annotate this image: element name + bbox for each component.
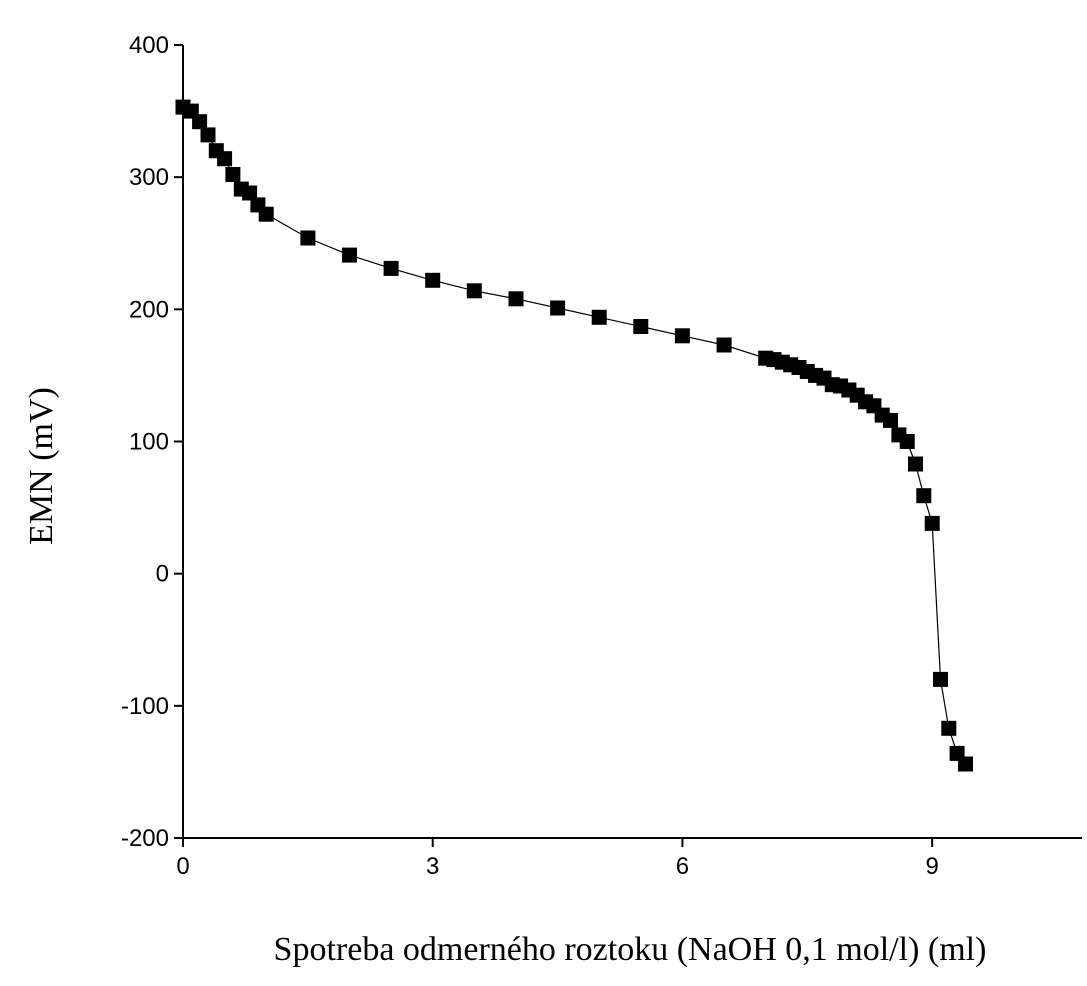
data-point-marker bbox=[941, 720, 957, 736]
y-tick-label: 100 bbox=[129, 429, 169, 456]
x-ticks: 0 3 6 9 bbox=[176, 838, 939, 880]
data-point-marker bbox=[933, 671, 948, 687]
y-tick-label: 200 bbox=[129, 296, 169, 323]
series-line bbox=[182, 106, 966, 765]
data-point-marker bbox=[192, 114, 208, 130]
data-point-marker bbox=[300, 230, 316, 246]
data-point-marker bbox=[716, 337, 732, 353]
data-point-marker bbox=[200, 127, 216, 143]
data-point-marker bbox=[466, 283, 482, 299]
data-point-marker bbox=[958, 756, 973, 772]
data-point-marker bbox=[342, 247, 357, 263]
x-axis-title: Spotreba odmerného roztoku (NaOH 0,1 mol… bbox=[274, 931, 987, 968]
data-point-marker bbox=[550, 300, 566, 316]
data-point-marker bbox=[674, 328, 690, 344]
data-point-marker bbox=[508, 291, 524, 307]
y-axis-title: EMN (mV) bbox=[23, 387, 60, 545]
data-point-marker bbox=[217, 151, 233, 167]
data-point-marker bbox=[242, 185, 258, 201]
data-point-marker bbox=[258, 206, 274, 222]
plot-area bbox=[175, 99, 973, 772]
data-point-marker bbox=[383, 260, 399, 276]
data-points bbox=[175, 99, 973, 772]
x-tick-label: 6 bbox=[676, 853, 689, 880]
x-tick-label: 9 bbox=[925, 853, 938, 880]
y-tick-label: -100 bbox=[121, 693, 169, 720]
data-point-marker bbox=[883, 412, 898, 428]
data-point-marker bbox=[924, 515, 940, 531]
x-tick-label: 0 bbox=[176, 853, 189, 880]
x-tick-label: 3 bbox=[426, 853, 439, 880]
y-ticks: 400 300 200 100 0 -100 -200 bbox=[121, 32, 183, 852]
y-tick-label: -200 bbox=[121, 825, 169, 852]
y-tick-label: 0 bbox=[156, 561, 169, 588]
data-point-marker bbox=[899, 434, 915, 449]
y-tick-label: 400 bbox=[129, 32, 169, 59]
data-point-marker bbox=[916, 488, 932, 504]
y-tick-label: 300 bbox=[129, 164, 169, 191]
data-point-marker bbox=[225, 167, 241, 182]
data-point-marker bbox=[591, 309, 607, 325]
data-point-marker bbox=[633, 319, 649, 334]
data-point-marker bbox=[425, 272, 441, 288]
data-point-marker bbox=[908, 456, 923, 472]
